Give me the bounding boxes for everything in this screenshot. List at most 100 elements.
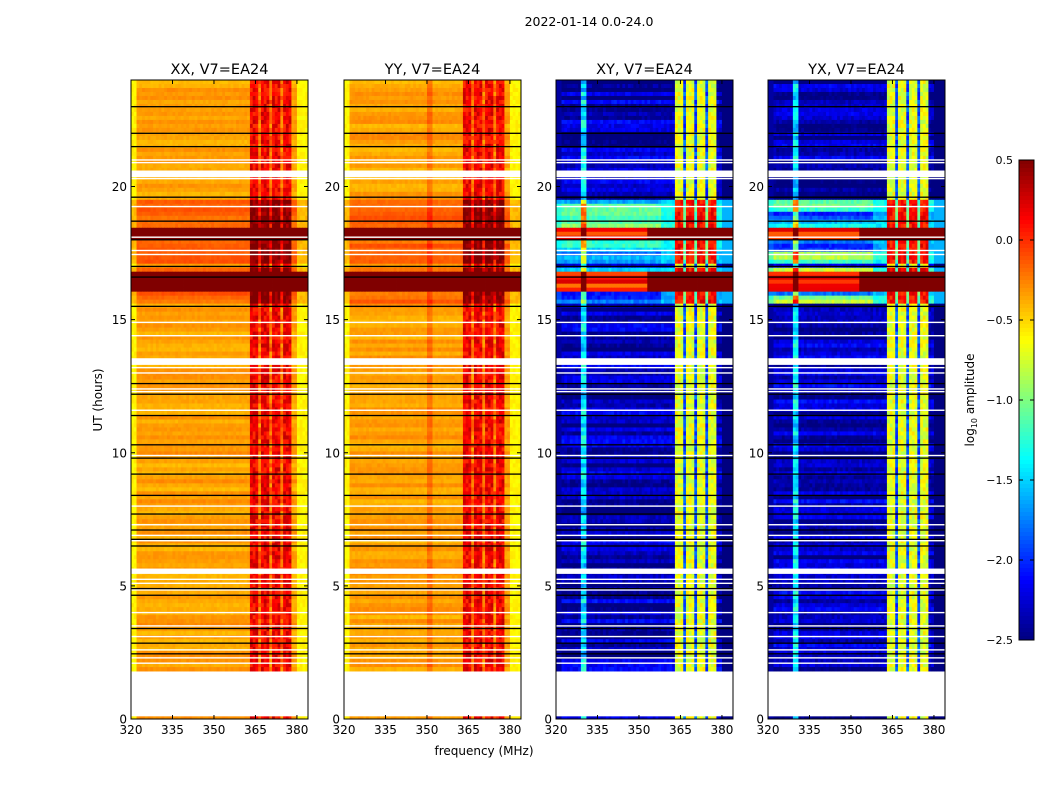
heatmap-cell [186, 244, 189, 248]
heatmap-cell [134, 148, 137, 152]
heatmap-cell [297, 100, 300, 104]
heatmap-cell [200, 188, 203, 192]
heatmap-cell [189, 220, 192, 224]
heatmap-cell [145, 220, 148, 224]
heatmap-cell [258, 372, 261, 376]
heatmap-cell [255, 208, 258, 212]
heatmap-cell [272, 120, 275, 124]
heatmap-cell [170, 232, 173, 236]
heatmap-cell [228, 352, 231, 356]
heatmap-cell [217, 284, 220, 288]
heatmap-cell [175, 196, 178, 200]
heatmap-cell [222, 124, 225, 128]
heatmap-cell [170, 164, 173, 168]
heatmap-cell [225, 344, 228, 348]
heatmap-cell [272, 188, 275, 192]
heatmap-cell [247, 192, 250, 196]
heatmap-cell [178, 232, 181, 236]
heatmap-cell [228, 200, 231, 204]
heatmap-cell [148, 316, 151, 320]
heatmap-cell [192, 184, 195, 188]
heatmap-cell [242, 292, 245, 296]
heatmap-cell [264, 188, 267, 192]
heatmap-cell [214, 152, 217, 156]
heatmap-cell [164, 148, 167, 152]
heatmap-cell [203, 224, 206, 228]
heatmap-cell [294, 316, 297, 320]
heatmap-cell [300, 88, 303, 92]
heatmap-cell [181, 280, 184, 284]
heatmap-cell [289, 116, 292, 120]
heatmap-cell [258, 296, 261, 300]
heatmap-cell [231, 296, 234, 300]
heatmap-cell [175, 216, 178, 220]
heatmap-cell [264, 280, 267, 284]
heatmap-cell [211, 220, 214, 224]
heatmap-cell [175, 288, 178, 292]
heatmap-cell [231, 312, 234, 316]
heatmap-cell [242, 180, 245, 184]
heatmap-cell [275, 196, 278, 200]
heatmap-cell [231, 92, 234, 96]
heatmap-cell [153, 300, 156, 304]
heatmap-cell [228, 164, 231, 168]
heatmap-cell [161, 216, 164, 220]
heatmap-cell [172, 228, 175, 232]
heatmap-cell [148, 324, 151, 328]
heatmap-cell [253, 276, 256, 280]
heatmap-cell [286, 344, 289, 348]
heatmap-cell [264, 244, 267, 248]
heatmap-cell [278, 152, 281, 156]
heatmap-cell [203, 312, 206, 316]
heatmap-cell [203, 136, 206, 140]
heatmap-cell [253, 216, 256, 220]
heatmap-cell [192, 296, 195, 300]
heatmap-cell [302, 260, 305, 264]
heatmap-cell [139, 296, 142, 300]
heatmap-cell [272, 196, 275, 200]
heatmap-cell [239, 148, 242, 152]
heatmap-cell [159, 228, 162, 232]
heatmap-cell [181, 196, 184, 200]
heatmap-cell [225, 92, 228, 96]
heatmap-cell [134, 376, 137, 380]
heatmap-cell [170, 208, 173, 212]
heatmap-cell [200, 376, 203, 380]
heatmap-cell [208, 148, 211, 152]
heatmap-cell [297, 140, 300, 144]
heatmap-cell [153, 344, 156, 348]
heatmap-cell [208, 212, 211, 216]
heatmap-cell [289, 208, 292, 212]
heatmap-cell [192, 188, 195, 192]
heatmap-cell [208, 180, 211, 184]
heatmap-cell [139, 136, 142, 140]
heatmap-cell [192, 348, 195, 352]
heatmap-cell [167, 132, 170, 136]
heatmap-cell [161, 220, 164, 224]
heatmap-cell [269, 316, 272, 320]
heatmap-cell [153, 352, 156, 356]
heatmap-cell [269, 152, 272, 156]
heatmap-cell [137, 324, 140, 328]
heatmap-cell [247, 200, 250, 204]
heatmap-cell [172, 220, 175, 224]
heatmap-cell [289, 128, 292, 132]
heatmap-cell [222, 344, 225, 348]
heatmap-cell [208, 88, 211, 92]
heatmap-cell [283, 84, 286, 88]
heatmap-cell [236, 124, 239, 128]
heatmap-cell [172, 152, 175, 156]
heatmap-cell [231, 196, 234, 200]
heatmap-cell [142, 208, 145, 212]
heatmap-cell [289, 292, 292, 296]
heatmap-cell [214, 276, 217, 280]
heatmap-cell [192, 136, 195, 140]
heatmap-cell [267, 140, 270, 144]
heatmap-cell [145, 268, 148, 272]
heatmap-cell [267, 196, 270, 200]
heatmap-cell [222, 100, 225, 104]
heatmap-cell [297, 244, 300, 248]
heatmap-cell [267, 132, 270, 136]
heatmap-cell [275, 352, 278, 356]
heatmap-cell [181, 180, 184, 184]
